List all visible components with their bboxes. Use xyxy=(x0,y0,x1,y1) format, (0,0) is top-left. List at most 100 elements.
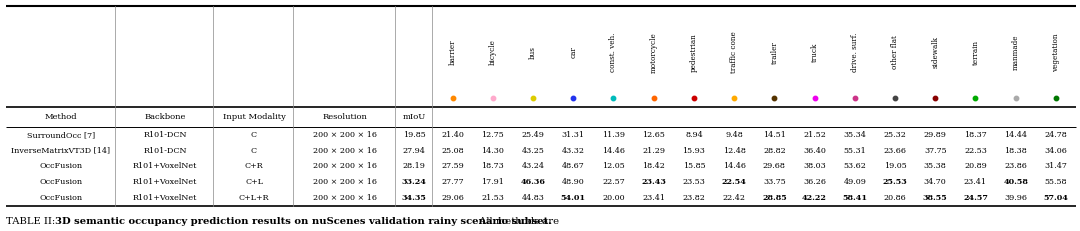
Text: barrier: barrier xyxy=(448,40,457,65)
Text: 23.41: 23.41 xyxy=(964,178,987,186)
Text: 48.90: 48.90 xyxy=(562,178,584,186)
Text: 20.00: 20.00 xyxy=(603,194,625,202)
Text: R101+VoxelNet: R101+VoxelNet xyxy=(133,162,198,170)
Text: 21.52: 21.52 xyxy=(804,131,826,139)
Text: All methods are: All methods are xyxy=(476,218,559,227)
Text: 40.58: 40.58 xyxy=(1003,178,1028,186)
Text: 46.36: 46.36 xyxy=(521,178,545,186)
Text: R101+VoxelNet: R101+VoxelNet xyxy=(133,178,198,186)
Text: 20.86: 20.86 xyxy=(883,194,906,202)
Text: bicycle: bicycle xyxy=(489,40,497,65)
Text: 200 × 200 × 16: 200 × 200 × 16 xyxy=(313,147,377,155)
Text: other flat: other flat xyxy=(891,36,899,70)
Text: C+L+R: C+L+R xyxy=(239,194,269,202)
Text: 36.40: 36.40 xyxy=(804,147,826,155)
Text: 49.09: 49.09 xyxy=(843,178,866,186)
Text: 31.47: 31.47 xyxy=(1044,162,1067,170)
Text: 29.68: 29.68 xyxy=(762,162,786,170)
Text: 25.49: 25.49 xyxy=(522,131,544,139)
Text: motorcycle: motorcycle xyxy=(650,32,658,73)
Text: 28.19: 28.19 xyxy=(403,162,426,170)
Text: Resolution: Resolution xyxy=(323,113,367,121)
Text: 55.58: 55.58 xyxy=(1044,178,1067,186)
Text: 25.32: 25.32 xyxy=(883,131,906,139)
Text: 54.01: 54.01 xyxy=(561,194,585,202)
Text: OccFusion: OccFusion xyxy=(40,162,82,170)
Text: 12.75: 12.75 xyxy=(482,131,504,139)
Text: 23.53: 23.53 xyxy=(683,178,705,186)
Text: InverseMatrixVT3D [14]: InverseMatrixVT3D [14] xyxy=(12,147,110,155)
Text: 8.94: 8.94 xyxy=(685,131,703,139)
Text: 18.73: 18.73 xyxy=(482,162,504,170)
Text: 21.53: 21.53 xyxy=(482,194,504,202)
Text: pedestrian: pedestrian xyxy=(690,33,698,72)
Text: 58.41: 58.41 xyxy=(842,194,867,202)
Text: 27.59: 27.59 xyxy=(442,162,464,170)
Text: 9.48: 9.48 xyxy=(726,131,743,139)
Text: 14.51: 14.51 xyxy=(762,131,786,139)
Text: 22.57: 22.57 xyxy=(603,178,625,186)
Text: 38.55: 38.55 xyxy=(922,194,947,202)
Text: 29.89: 29.89 xyxy=(923,131,947,139)
Text: 34.06: 34.06 xyxy=(1044,147,1067,155)
Text: 19.85: 19.85 xyxy=(403,131,426,139)
Text: 33.75: 33.75 xyxy=(762,178,786,186)
Text: 55.31: 55.31 xyxy=(843,147,866,155)
Text: 24.57: 24.57 xyxy=(963,194,988,202)
Text: vegetation: vegetation xyxy=(1052,33,1059,72)
Text: truck: truck xyxy=(811,43,819,62)
Text: 27.94: 27.94 xyxy=(403,147,426,155)
Text: R101-DCN: R101-DCN xyxy=(144,147,187,155)
Text: Method: Method xyxy=(44,113,78,121)
Text: 12.65: 12.65 xyxy=(643,131,665,139)
Text: 48.67: 48.67 xyxy=(562,162,584,170)
Text: 39.96: 39.96 xyxy=(1004,194,1027,202)
Text: 31.31: 31.31 xyxy=(562,131,584,139)
Text: const. veh.: const. veh. xyxy=(609,33,618,72)
Text: 42.22: 42.22 xyxy=(802,194,827,202)
Text: 25.08: 25.08 xyxy=(442,147,464,155)
Text: TABLE II:: TABLE II: xyxy=(6,218,58,227)
Text: SurroundOcc [7]: SurroundOcc [7] xyxy=(27,131,95,139)
Text: 23.43: 23.43 xyxy=(642,178,666,186)
Text: C: C xyxy=(251,147,257,155)
Text: 15.93: 15.93 xyxy=(683,147,705,155)
Text: 27.77: 27.77 xyxy=(442,178,464,186)
Text: 35.38: 35.38 xyxy=(923,162,946,170)
Text: 18.38: 18.38 xyxy=(1004,147,1027,155)
Text: mIoU: mIoU xyxy=(403,113,426,121)
Text: 15.85: 15.85 xyxy=(683,162,705,170)
Text: 18.42: 18.42 xyxy=(643,162,665,170)
Text: 38.03: 38.03 xyxy=(804,162,826,170)
Text: terrain: terrain xyxy=(971,40,980,65)
Text: 200 × 200 × 16: 200 × 200 × 16 xyxy=(313,178,377,186)
Text: 23.41: 23.41 xyxy=(643,194,665,202)
Text: 14.30: 14.30 xyxy=(482,147,504,155)
Text: OccFusion: OccFusion xyxy=(40,194,82,202)
Text: 22.42: 22.42 xyxy=(723,194,745,202)
Text: 34.35: 34.35 xyxy=(402,194,427,202)
Text: 14.46: 14.46 xyxy=(723,162,745,170)
Text: 17.91: 17.91 xyxy=(482,178,504,186)
Text: Backbone: Backbone xyxy=(145,113,186,121)
Text: 28.85: 28.85 xyxy=(762,194,786,202)
Text: 43.24: 43.24 xyxy=(522,162,544,170)
Text: 21.29: 21.29 xyxy=(643,147,665,155)
Text: 34.70: 34.70 xyxy=(923,178,946,186)
Text: 43.25: 43.25 xyxy=(522,147,544,155)
Text: 28.82: 28.82 xyxy=(762,147,786,155)
Text: sidewalk: sidewalk xyxy=(931,36,940,69)
Text: 37.75: 37.75 xyxy=(923,147,946,155)
Text: traffic cone: traffic cone xyxy=(730,32,738,73)
Text: C+L: C+L xyxy=(245,178,264,186)
Text: 200 × 200 × 16: 200 × 200 × 16 xyxy=(313,131,377,139)
Text: 12.48: 12.48 xyxy=(723,147,745,155)
Text: 44.83: 44.83 xyxy=(522,194,544,202)
Text: R101-DCN: R101-DCN xyxy=(144,131,187,139)
Text: Input Modality: Input Modality xyxy=(222,113,285,121)
Text: 20.89: 20.89 xyxy=(964,162,987,170)
Text: 200 × 200 × 16: 200 × 200 × 16 xyxy=(313,162,377,170)
Text: 43.32: 43.32 xyxy=(562,147,584,155)
Text: 23.86: 23.86 xyxy=(1004,162,1027,170)
Text: 25.53: 25.53 xyxy=(882,178,907,186)
